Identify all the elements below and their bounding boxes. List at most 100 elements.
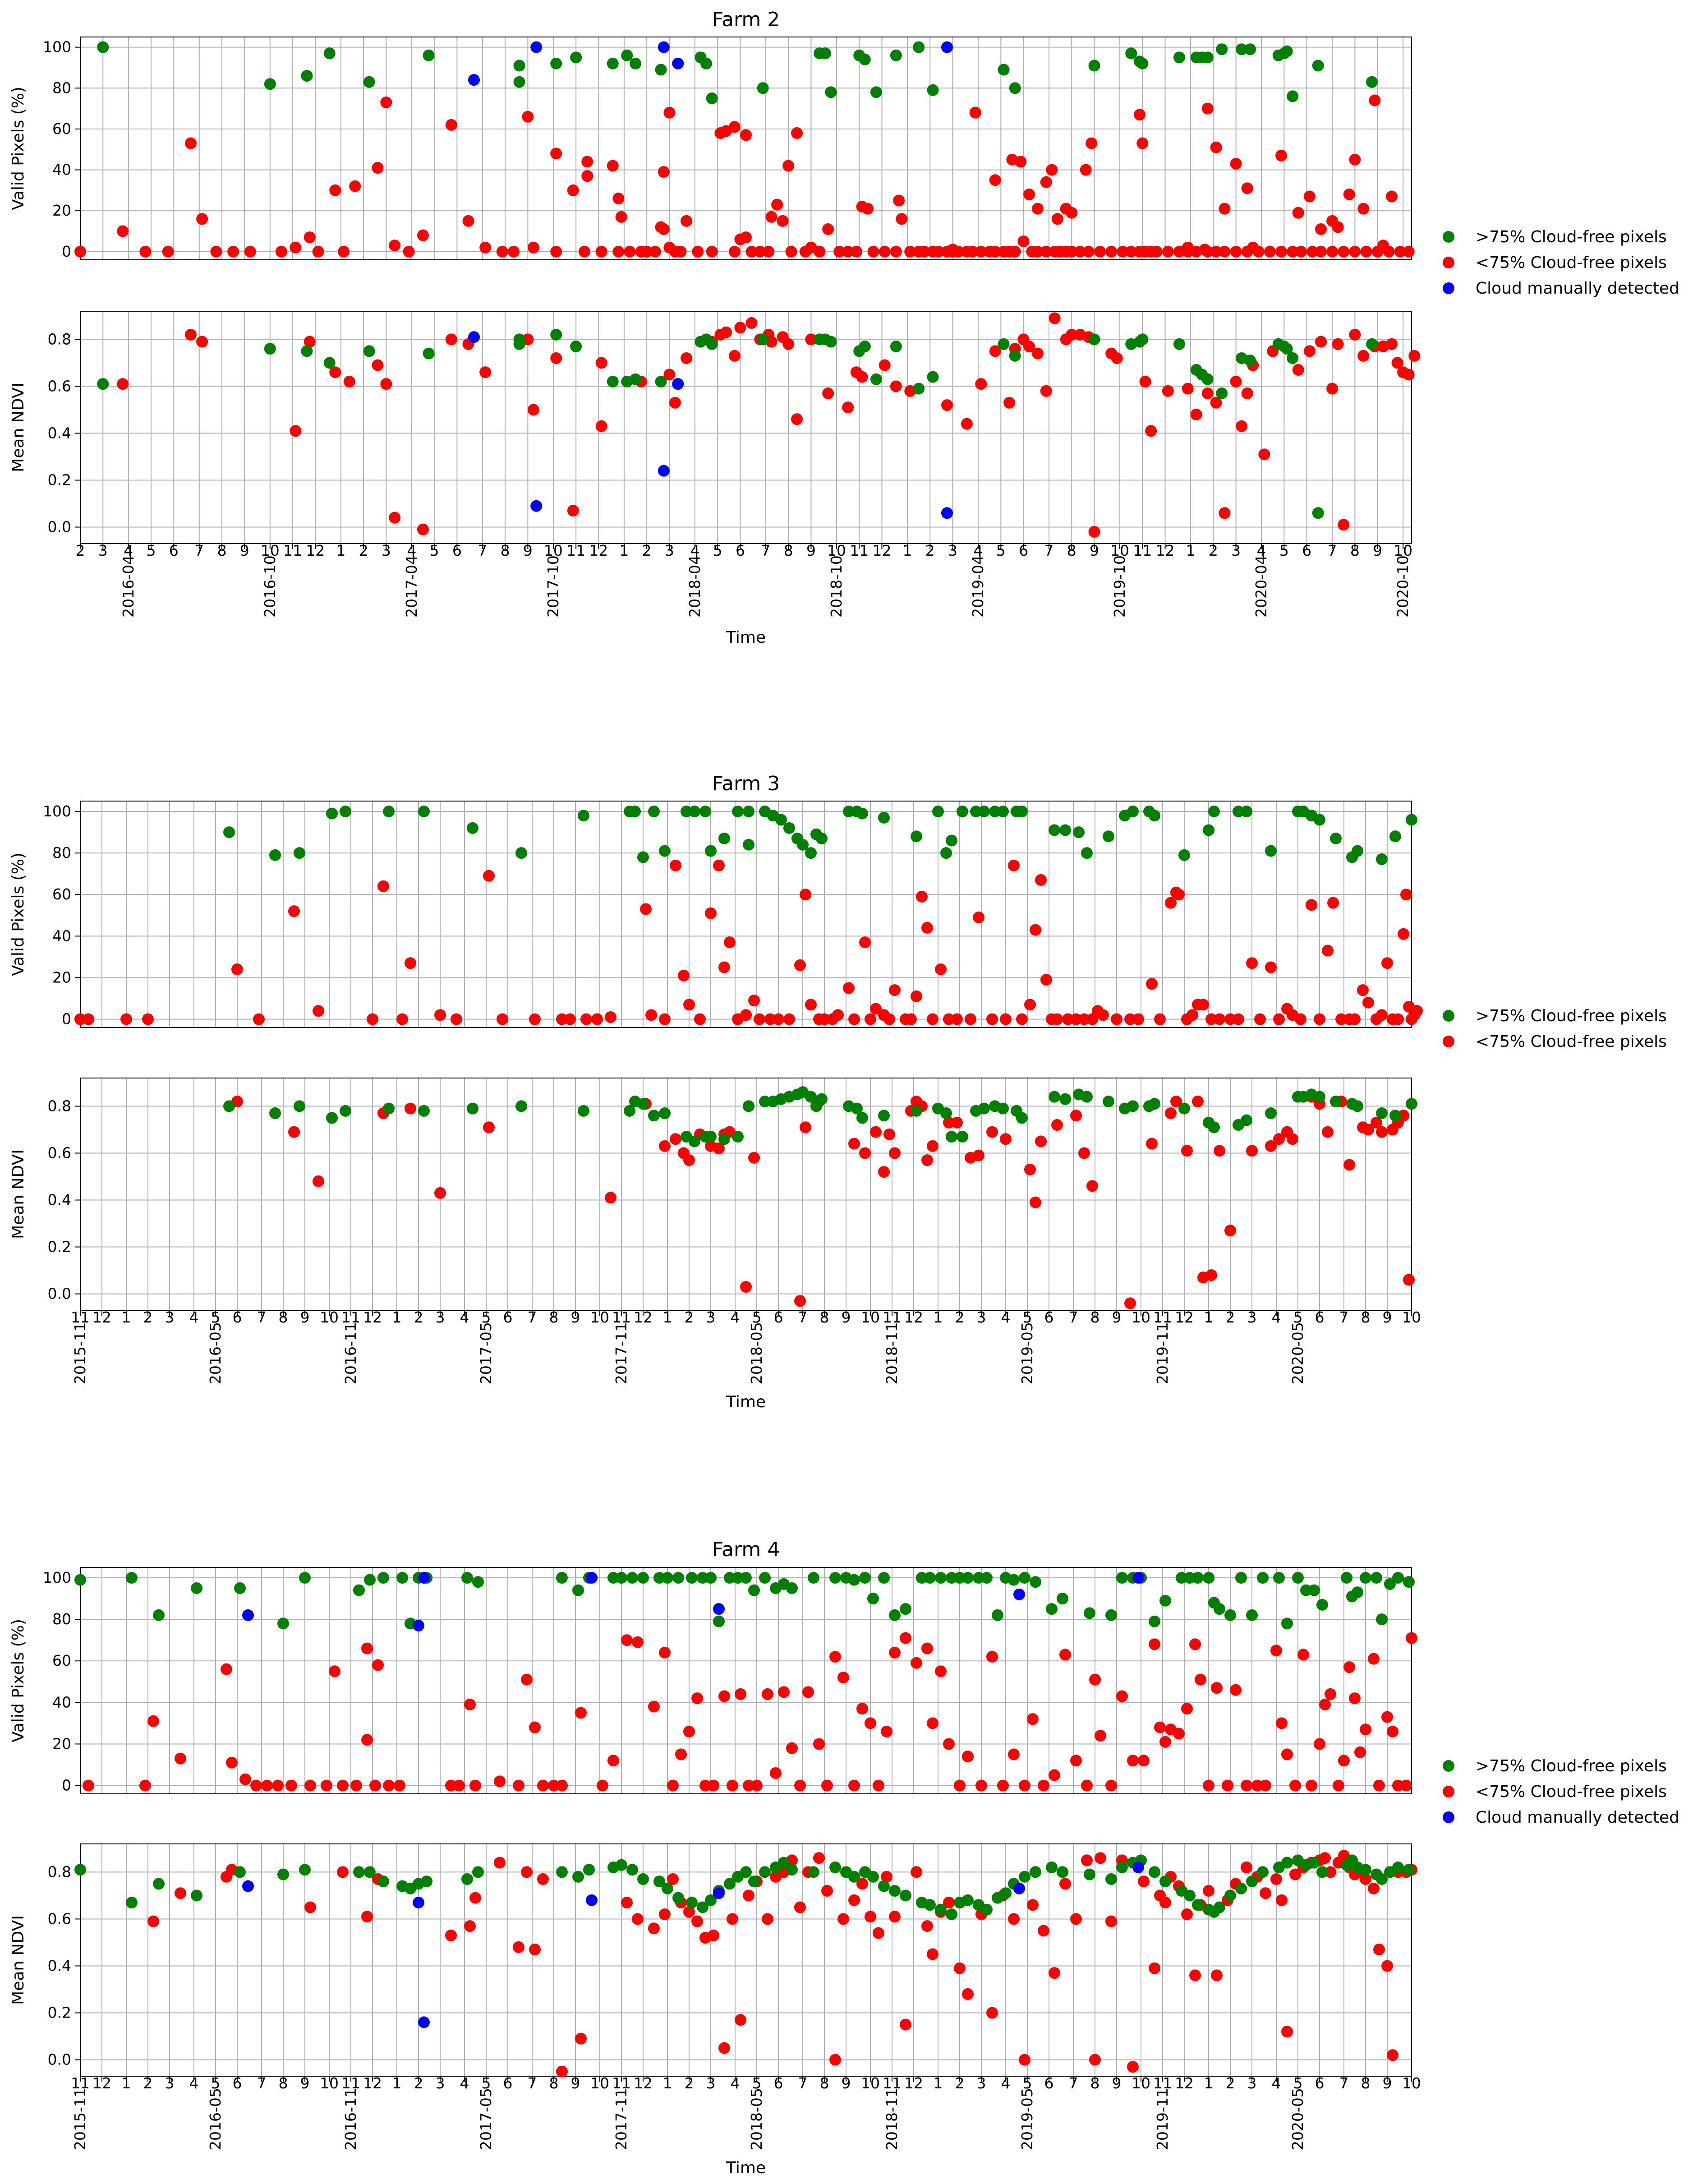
data-point: [1136, 137, 1149, 149]
data-point: [911, 1105, 922, 1117]
data-point: [1084, 1607, 1095, 1619]
data-point: [304, 231, 316, 244]
data-point: [890, 245, 902, 258]
x-tick-label: 1: [663, 2074, 672, 2092]
data-point: [943, 1738, 955, 1750]
data-point: [231, 963, 243, 976]
data-point: [1146, 978, 1158, 990]
data-point: [1295, 245, 1307, 258]
x-tick-label: 11: [883, 1309, 902, 1326]
x-tick-label: 3: [977, 1309, 986, 1326]
data-point: [947, 244, 959, 256]
x-tick-label: 6: [233, 1309, 242, 1326]
data-point: [1173, 1728, 1185, 1740]
x-tick-label: 11: [612, 2074, 631, 2092]
data-point: [1316, 1599, 1328, 1611]
data-point: [1095, 1852, 1106, 1864]
data-point: [1360, 1873, 1371, 1885]
data-point: [1335, 1013, 1347, 1025]
data-point: [935, 1572, 947, 1584]
data-point: [878, 1572, 890, 1584]
x-tick-label: 12: [904, 1309, 923, 1326]
data-point: [924, 1899, 936, 1911]
data-point: [621, 1634, 633, 1646]
data-point: [692, 245, 704, 258]
data-point: [1224, 1013, 1236, 1025]
data-point: [1127, 2061, 1139, 2073]
data-point: [889, 1147, 901, 1159]
data-point: [1125, 245, 1137, 258]
data-point: [1159, 1736, 1171, 1748]
data-point: [1178, 849, 1190, 861]
data-point: [361, 1911, 373, 1923]
series-green: [74, 1854, 1415, 1921]
data-point: [1373, 1944, 1385, 1956]
data-point: [1019, 1779, 1030, 1792]
data-point: [548, 1779, 560, 1792]
data-point: [196, 336, 208, 348]
data-point: [889, 1609, 901, 1621]
data-point: [1389, 1110, 1401, 1122]
x-tick-label: 4: [731, 1309, 740, 1326]
data-point: [1362, 1124, 1374, 1136]
data-point: [1132, 1861, 1144, 1874]
data-point: [921, 1920, 933, 1932]
data-point: [794, 1901, 806, 1913]
data-point: [1357, 350, 1370, 362]
data-point: [1031, 347, 1044, 359]
data-point: [1057, 1866, 1068, 1878]
data-point: [998, 338, 1010, 350]
data-point: [1009, 245, 1021, 258]
x-tick-label: 6: [1019, 542, 1028, 559]
data-point: [567, 184, 579, 196]
data-point: [856, 1112, 868, 1124]
data-point: [1201, 373, 1214, 385]
data-point: [567, 505, 579, 517]
data-point: [372, 1659, 384, 1671]
data-point: [513, 1779, 524, 1792]
data-point: [1059, 824, 1071, 836]
data-point: [1078, 1013, 1090, 1025]
data-point: [718, 961, 730, 973]
data-point: [782, 338, 795, 350]
data-point: [1208, 806, 1220, 818]
data-point: [269, 1107, 281, 1120]
data-point: [244, 245, 256, 258]
data-point: [299, 1864, 311, 1876]
data-point: [364, 1574, 376, 1586]
data-point: [1392, 1572, 1404, 1584]
x-tick-label: 8: [820, 1309, 829, 1326]
x-tick-label: 5: [482, 2074, 491, 2092]
data-point: [1281, 2026, 1293, 2038]
x-major-tick-label: 2015-11: [71, 2088, 89, 2150]
data-point: [927, 371, 939, 383]
mean-ndvi-panel: 0.0 0.2 0.4 0.6 0.8 Mean NDVI: [9, 311, 1421, 544]
data-point: [879, 245, 891, 258]
x-tick-label: 2: [359, 542, 368, 559]
x-tick-label: 2: [1209, 542, 1218, 559]
data-point: [728, 121, 741, 133]
data-point: [350, 1779, 362, 1792]
data-point: [697, 1901, 708, 1913]
legend-label: >75% Cloud-free pixels: [1476, 1007, 1667, 1025]
series-red: [147, 1850, 1417, 2078]
data-point: [301, 345, 313, 357]
data-point: [472, 1576, 484, 1588]
x-major-tick-label: 2015-11: [71, 1322, 89, 1384]
y-tick-label: 0.8: [48, 1863, 71, 1880]
data-point: [1149, 1962, 1160, 1974]
data-point: [304, 1901, 316, 1913]
data-point: [349, 180, 361, 192]
data-point: [423, 49, 435, 61]
data-point: [816, 1093, 828, 1105]
data-point: [981, 1903, 993, 1916]
data-point: [479, 241, 492, 253]
data-point: [648, 1922, 660, 1935]
x-tick-label: 10: [544, 542, 563, 559]
data-point: [326, 807, 338, 820]
x-tick-label: 8: [1067, 542, 1076, 559]
y-tick-label: 0: [62, 1777, 71, 1794]
data-point: [764, 1013, 776, 1025]
data-point: [670, 1133, 681, 1145]
data-point: [681, 215, 693, 227]
